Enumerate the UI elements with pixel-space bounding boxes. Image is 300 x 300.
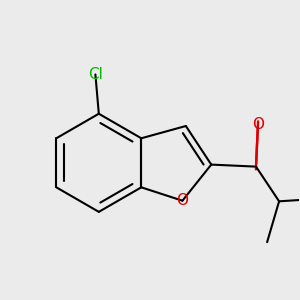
Text: O: O [176,193,188,208]
Text: O: O [252,117,264,132]
Text: Cl: Cl [88,67,103,82]
